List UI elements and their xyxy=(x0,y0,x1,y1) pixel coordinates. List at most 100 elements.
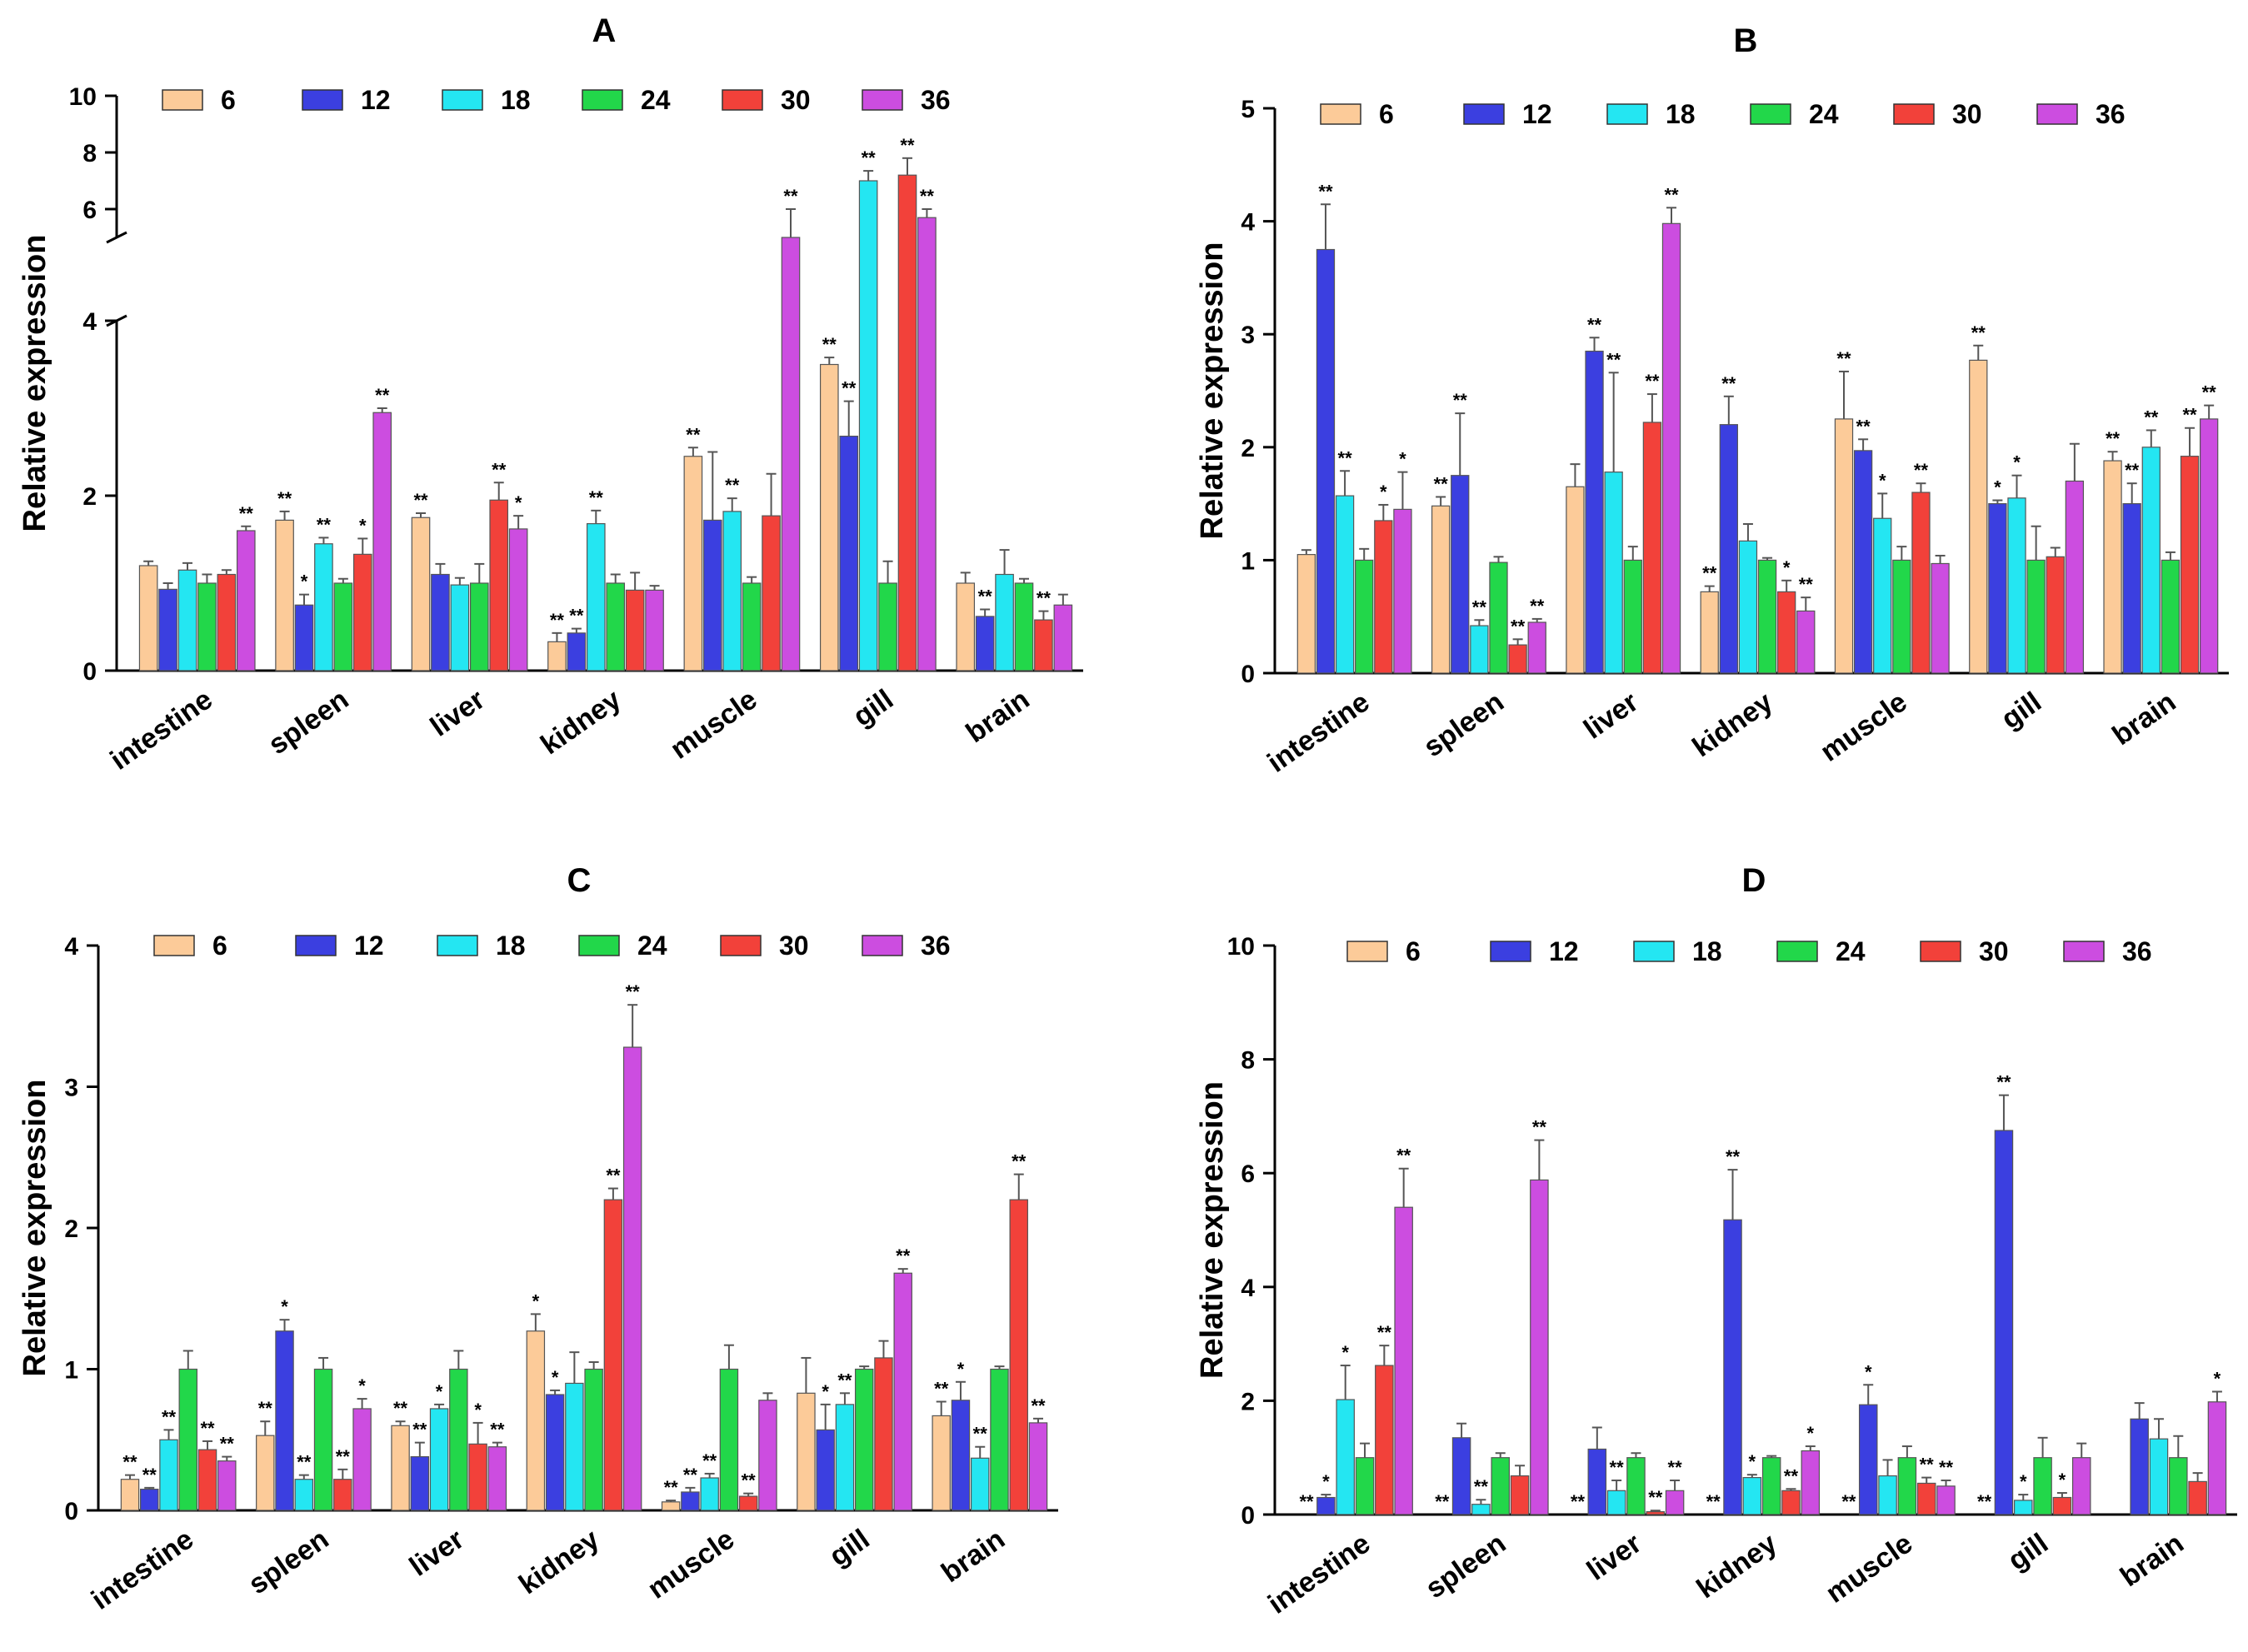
bar-muscle-30 xyxy=(762,515,781,671)
bar-gill-18 xyxy=(858,180,878,671)
bar-kidney-18 xyxy=(1738,540,1758,674)
y-tick-label: 10 xyxy=(69,83,97,111)
x-tick-label-kidney: kidney xyxy=(513,1523,605,1600)
bar-spleen-30 xyxy=(1508,644,1527,674)
bar-intestine-24 xyxy=(197,582,217,671)
bar-brain-12 xyxy=(975,616,995,671)
x-tick-label-brain: brain xyxy=(2106,686,2181,751)
bar-gill-12 xyxy=(816,1429,835,1511)
significance-mark: ** xyxy=(1012,1151,1027,1172)
legend-label-24: 24 xyxy=(637,931,667,961)
bar-brain-6 xyxy=(2103,460,2122,674)
bar-spleen-24 xyxy=(333,582,353,671)
legend-label-18: 18 xyxy=(1666,99,1696,129)
bar-intestine-6 xyxy=(1296,554,1316,674)
bar-brain-30 xyxy=(2188,1480,2207,1515)
significance-mark: ** xyxy=(626,981,641,1002)
legend-label-18: 18 xyxy=(1692,936,1722,966)
bar-intestine-24 xyxy=(178,1368,198,1511)
bar-muscle-24 xyxy=(1892,559,1911,674)
bar-liver-30 xyxy=(1646,1510,1666,1515)
legend-label-18: 18 xyxy=(496,931,526,961)
legend-swatch-36 xyxy=(862,89,903,111)
bar-kidney-24 xyxy=(1757,559,1777,674)
y-tick-label: 8 xyxy=(82,140,97,167)
y-tick-label: 6 xyxy=(1241,1160,1255,1188)
legend-swatch-24 xyxy=(578,935,620,956)
significance-mark: ** xyxy=(1977,1491,1992,1512)
significance-mark: ** xyxy=(142,1465,157,1485)
bar-brain-24 xyxy=(2169,1457,2188,1515)
bar-spleen-24 xyxy=(313,1368,333,1511)
bar-muscle-6 xyxy=(661,1501,681,1511)
bar-spleen-12 xyxy=(1451,1437,1471,1515)
x-tick-label-liver: liver xyxy=(404,1523,470,1582)
bar-liver-18 xyxy=(1606,1490,1626,1515)
bar-liver-24 xyxy=(469,582,489,671)
legend-label-30: 30 xyxy=(781,85,811,115)
legend-label-18: 18 xyxy=(501,85,531,115)
significance-mark: * xyxy=(552,1367,559,1388)
legend-swatch-6 xyxy=(1320,103,1361,125)
significance-mark: ** xyxy=(258,1398,273,1419)
bar-kidney-36 xyxy=(622,1046,642,1511)
bar-spleen-24 xyxy=(1491,1457,1510,1515)
legend-label-30: 30 xyxy=(1979,936,2009,966)
significance-mark: ** xyxy=(297,1452,312,1473)
significance-mark: ** xyxy=(1706,1491,1721,1512)
bar-liver-36 xyxy=(1665,1490,1685,1515)
bar-spleen-12 xyxy=(1451,475,1470,674)
bar-brain-18 xyxy=(995,573,1014,671)
x-tick-label-brain: brain xyxy=(936,1523,1011,1589)
bar-liver-6 xyxy=(411,517,431,671)
bar-brain-36 xyxy=(2199,418,2219,674)
y-tick-label: 0 xyxy=(82,658,97,686)
bar-intestine-36 xyxy=(1394,1206,1413,1515)
significance-mark: * xyxy=(1865,1361,1872,1382)
y-tick-label: 4 xyxy=(1241,209,1255,237)
bar-kidney-36 xyxy=(645,589,664,671)
bar-brain-12 xyxy=(2130,1418,2149,1515)
significance-mark: ** xyxy=(862,147,877,168)
significance-mark: ** xyxy=(239,503,254,524)
legend-label-12: 12 xyxy=(1549,936,1579,966)
bar-brain-18 xyxy=(970,1457,990,1511)
significance-mark: ** xyxy=(2144,407,2159,427)
bar-kidney-24 xyxy=(606,582,626,671)
bar-kidney-18 xyxy=(586,522,606,671)
bar-liver-30 xyxy=(468,1443,487,1511)
bar-kidney-12 xyxy=(1723,1219,1742,1515)
significance-mark: * xyxy=(1341,1342,1349,1363)
significance-mark: ** xyxy=(1668,1457,1683,1478)
bar-intestine-24 xyxy=(1355,1457,1375,1515)
bar-intestine-6 xyxy=(138,565,158,671)
legend-label-12: 12 xyxy=(354,931,384,961)
significance-mark: ** xyxy=(934,1378,949,1399)
y-tick-label: 4 xyxy=(1241,1275,1255,1302)
bar-liver-18 xyxy=(1604,472,1623,674)
bar-brain-30 xyxy=(1009,1199,1028,1511)
legend-swatch-12 xyxy=(1490,941,1531,962)
bar-brain-24 xyxy=(2161,559,2181,674)
legend-swatch-24 xyxy=(1750,103,1791,125)
legend-swatch-36 xyxy=(862,935,903,956)
bar-gill-36 xyxy=(2065,480,2085,674)
bar-liver-12 xyxy=(410,1455,430,1511)
significance-mark: ** xyxy=(1606,349,1621,370)
y-tick-label: 6 xyxy=(82,197,97,224)
bar-intestine-36 xyxy=(1393,508,1412,674)
legend-label-24: 24 xyxy=(1836,936,1866,966)
significance-mark: ** xyxy=(1571,1491,1586,1512)
significance-mark: ** xyxy=(1836,348,1851,369)
legend-label-36: 36 xyxy=(921,931,951,961)
significance-mark: * xyxy=(1807,1423,1815,1444)
legend-swatch-30 xyxy=(722,89,763,111)
bar-intestine-30 xyxy=(1375,1365,1394,1515)
bar-muscle-30 xyxy=(1916,1482,1936,1515)
y-axis-label: Relative expression xyxy=(1195,1081,1230,1379)
y-tick-label: 10 xyxy=(1227,933,1255,961)
y-tick-label: 0 xyxy=(1241,1502,1255,1530)
bar-brain-6 xyxy=(956,582,976,671)
bar-spleen-12 xyxy=(294,604,314,671)
